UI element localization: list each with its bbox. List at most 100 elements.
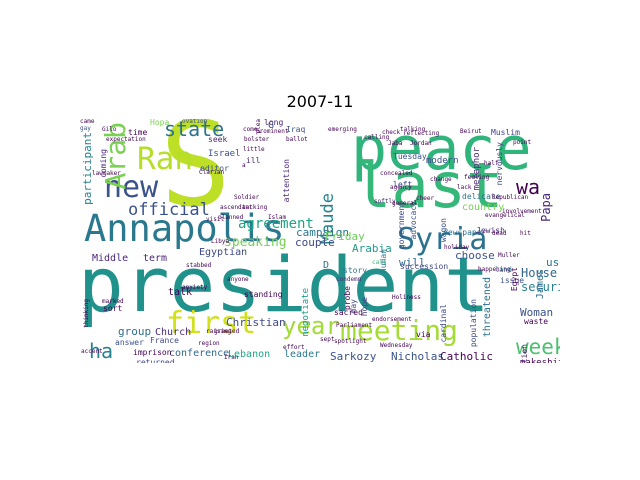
cloud-word: Woman [520,306,554,319]
cloud-word: ill [246,156,261,165]
cloud-word: declaration [520,344,529,363]
cloud-word: ballot [286,136,308,143]
chart-title: 2007-11 [286,92,354,111]
cloud-word: came [80,119,95,125]
cloud-word: point [513,139,532,146]
cloud-word: House [521,266,558,280]
cloud-word: Libya [211,238,230,245]
cloud-word: Jaba [388,140,403,147]
cloud-word: reflecting [403,130,440,137]
cloud-word: gay [80,125,91,132]
cloud-word: accent [81,348,103,355]
cloud-word: cardinal [439,304,448,343]
cloud-word: tacking [242,204,268,211]
cloud-word: expectation [106,136,146,143]
cloud-word: Gilo [102,126,117,133]
cloud-word: endorsement [372,316,412,323]
cloud-word: state [164,119,225,141]
cloud-word: Ran [137,141,193,177]
cloud-word: sept [320,336,335,343]
cloud-word: ascendant [220,204,253,211]
cloud-word: sort [103,304,123,313]
cloud-word: week [516,335,560,359]
cloud-word: little [243,146,265,153]
cloud-word: succession [400,262,449,271]
cloud-word: population [469,299,478,348]
cloud-word: James [535,269,546,300]
cloud-word: Soldier [234,194,260,201]
cloud-word: used [546,256,560,269]
cloud-word: via [416,330,431,339]
cloud-word: G [268,120,275,131]
cloud-word: Islam [268,214,287,221]
cloud-word: softly [374,198,396,205]
cloud-word: campaign [296,226,349,239]
cloud-word: wa [516,175,541,199]
cloud-word: visit [206,216,225,223]
cloud-word: half [484,160,499,167]
cloud-word: Beirut [460,128,482,135]
cloud-word: Egypt [510,267,519,292]
cloud-word: call [372,259,387,266]
cloud-word: holiday [444,244,470,251]
cloud-word: change [430,176,452,183]
cloud-word: Nicholas [391,350,444,363]
cloud-word: lawmaker [92,170,121,177]
cloud-word: Sarkozy [330,350,377,363]
cloud-word: hit [520,230,531,237]
cloud-word: Clarian [199,169,225,176]
cloud-word: Holiness [392,294,421,301]
cloud-word: greeted [214,328,240,335]
cloud-word: agreement [238,216,314,232]
cloud-word: Muller [498,252,520,259]
cloud-word: metaphor [472,147,482,191]
cloud-word: S [160,119,232,233]
cloud-word: spotlight [334,338,367,345]
cloud-word: country [462,202,505,213]
cloud-word: speaking [224,235,287,250]
cloud-word: talk [168,287,193,298]
cloud-word: newspaper [443,228,487,237]
cloud-word: a [242,162,246,169]
cloud-word: makeshift [520,358,560,364]
cloud-word: dead [492,230,507,237]
cloud-word: security [521,280,560,294]
cloud-word: negotiate [301,288,311,337]
cloud-word: attention [282,159,291,203]
cloud-word: Hopa [150,119,170,127]
cloud-word: time [128,128,148,137]
cloud-word: bolster [244,136,270,143]
cloud-word: region [198,340,220,347]
cloud-word: long [264,119,284,127]
cloud-word: Christian [226,316,286,329]
cloud-word: seek [208,135,228,144]
cloud-word: evangelical [485,212,525,219]
cloud-word: couple [295,236,335,249]
cloud-word: cheer [416,195,435,202]
cloud-word: Middle [92,253,129,264]
cloud-word: calling [364,134,390,141]
cloud-word: year [282,312,340,340]
cloud-word: Parliament [336,322,373,329]
cloud-word: wagon [439,218,448,243]
cloud-word: Iran [224,354,239,361]
cloud-word: involvement [502,208,542,215]
cloud-word: Israel [208,149,241,159]
cloud-word: group [118,325,152,338]
cloud-word: story [343,266,368,275]
cloud-word: Egyptian [199,247,248,258]
cloud-word: stabbed [186,262,212,269]
cloud-word: D [323,260,330,271]
cloud-word: anyone [227,276,249,283]
cloud-word: ha [89,339,114,363]
cloud-word: left [393,180,413,189]
cloud-word: condemn [336,276,362,283]
cloud-word: raising [206,328,232,335]
cloud-word: feeling [464,174,490,181]
cloud-word: leader [284,349,321,360]
cloud-word: threatened [482,277,493,338]
cloud-word: delicate [462,192,501,201]
cloud-word: anxiety [182,284,208,291]
cloud-word: first [166,306,257,341]
